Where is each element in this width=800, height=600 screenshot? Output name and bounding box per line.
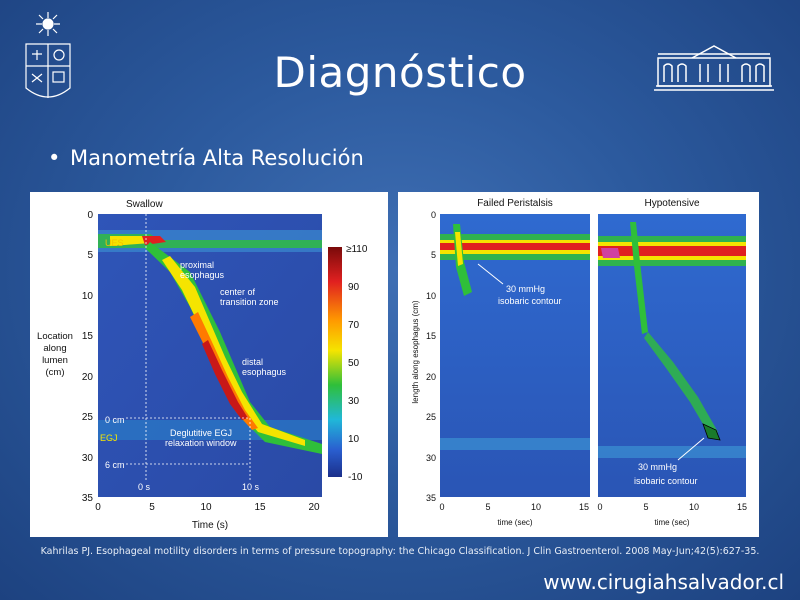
right-manometry-plot: Failed Peristalsis Hypotensive 0 5 10 15… [411,198,747,527]
center-label: center of [220,287,256,297]
website-url: www.cirugiahsalvador.cl [543,570,784,594]
hypotensive-title: Hypotensive [644,198,699,209]
y-tick-label: 5 [87,250,93,261]
colorbar-tick-label: 50 [348,358,360,369]
y-tick-label: 10 [426,291,436,301]
x-tick-label: 0 [597,502,602,512]
x-axis-label: time (sec) [654,518,689,527]
y-axis-label: (cm) [46,367,65,378]
zero-s-label: 0 s [138,482,151,492]
x-tick-label: 20 [308,502,320,513]
proximal-label: proximal [180,260,214,270]
y-axis-label: along [43,343,66,354]
colorbar-tick-label: 10 [348,434,360,445]
failed-peristalsis-title: Failed Peristalsis [477,198,553,209]
colorbar-tick-label: 70 [348,320,360,331]
ten-s-label: 10 s [242,482,260,492]
zero-cm-label: 0 cm [105,415,125,425]
deglutitive-label: Deglutitive EGJ [170,428,232,438]
citation-text: Kahrilas PJ. Esophageal motility disorde… [40,546,760,557]
swallow-label: Swallow [126,199,163,210]
y-axis-label: length along esophagus (cm) [411,300,420,404]
y-tick-label: 0 [87,210,93,221]
y-tick-label: 15 [426,331,436,341]
y-tick-label: 25 [82,412,94,423]
hospital-building-logo [654,45,774,91]
x-tick-label: 15 [254,502,266,513]
x-axis-label: Time (s) [192,520,228,531]
six-cm-label: 6 cm [105,460,125,470]
y-tick-label: 5 [431,250,436,260]
x-tick-label: 5 [485,502,490,512]
y-tick-label: 25 [426,412,436,422]
x-tick-label: 0 [95,502,101,513]
x-tick-label: 5 [149,502,155,513]
bullet-text: Manometría Alta Resolución [70,146,364,170]
ues-label: UES [105,238,124,248]
y-tick-label: 20 [82,372,94,383]
egj-label: EGJ [100,433,118,443]
y-tick-label: 35 [82,493,94,504]
x-tick-label: 10 [689,502,699,512]
y-tick-label: 0 [431,210,436,220]
university-emblem-logo [25,12,71,98]
proximal-label-2: esophagus [180,270,225,280]
y-tick-label: 10 [82,291,94,302]
y-tick-label: 30 [82,453,94,464]
slide-title: Diagnóstico [273,48,527,97]
transition-label: transition zone [220,297,279,307]
distal-label: distal [242,357,263,367]
bullet-dot-icon: • [48,146,61,170]
y-axis-label: Location [37,331,73,342]
left-manometry-plot: ≥110 90 70 50 30 10 -10 Swallow 0 5 10 1… [37,199,368,531]
x-tick-label: 15 [579,502,589,512]
x-tick-label: 0 [439,502,444,512]
bullet-item: • Manometría Alta Resolución [48,146,364,170]
y-tick-label: 20 [426,372,436,382]
x-axis-label: time (sec) [497,518,532,527]
x-tick-label: 15 [737,502,747,512]
colorbar-tick-label: ≥110 [346,244,368,255]
isobaric-annotation-line1: 30 mmHg [638,462,677,472]
distal-label-2: esophagus [242,367,287,377]
isobaric-annotation-line2: isobaric contour [634,476,698,486]
colorbar-tick-label: 90 [348,282,360,293]
isobaric-annotation-line2: isobaric contour [498,296,562,306]
isobaric-annotation-line1: 30 mmHg [506,284,545,294]
left-manometry-figure: ≥110 90 70 50 30 10 -10 Swallow 0 5 10 1… [30,192,388,537]
x-tick-label: 5 [643,502,648,512]
y-tick-label: 15 [82,331,94,342]
x-tick-label: 10 [531,502,541,512]
y-axis-label: lumen [42,355,68,366]
y-tick-label: 35 [426,493,436,503]
colorbar-tick-label: 30 [348,396,360,407]
y-tick-label: 30 [426,453,436,463]
x-tick-label: 10 [200,502,212,513]
colorbar [328,247,342,477]
right-manometry-figure: Failed Peristalsis Hypotensive 0 5 10 15… [398,192,759,537]
relaxation-label: relaxation window [165,438,237,448]
colorbar-tick-label: -10 [348,472,363,483]
